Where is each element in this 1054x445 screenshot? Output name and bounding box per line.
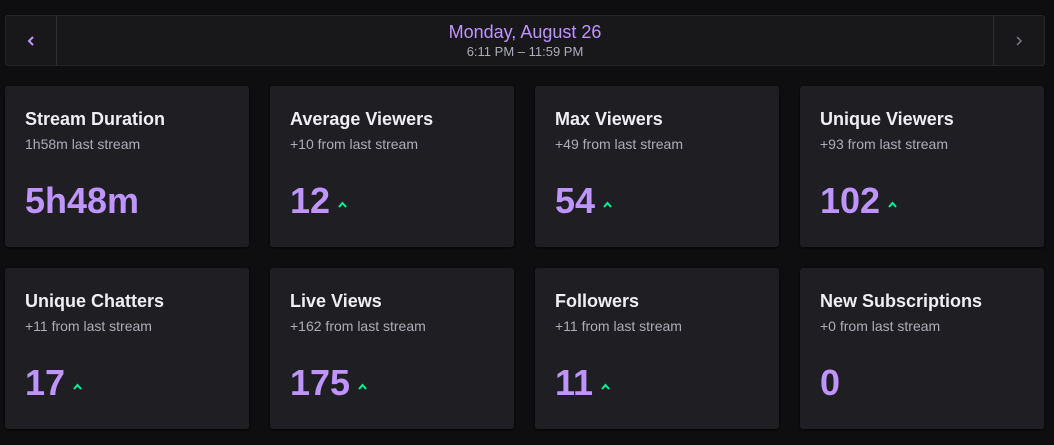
card-title: Max Viewers [555, 109, 663, 129]
date-title: Monday, August 26 [448, 22, 602, 42]
up-arrow [603, 200, 612, 208]
stats-grid: Stream Duration 1h58m last stream 5h48m … [5, 86, 1044, 429]
previous-button[interactable] [6, 16, 57, 65]
card-title: Followers [555, 291, 640, 311]
chevron-right [1016, 35, 1023, 46]
card-value: 175 [290, 362, 351, 403]
card-value: 12 [290, 180, 331, 221]
up-arrow [358, 382, 367, 390]
card-value: 11 [555, 362, 594, 403]
time-range: 6:11 PM – 11:59 PM [466, 44, 584, 59]
card-subtitle: +93 from last stream [820, 136, 948, 152]
chevron-left [27, 35, 34, 46]
card-subtitle: +0 from last stream [820, 318, 941, 334]
card-value-row: 54 [555, 179, 759, 223]
card-subtitle: +11 from last stream [555, 318, 682, 334]
card-value-row: 175 [290, 361, 494, 405]
card-value-row: 102 [820, 179, 1024, 223]
card-subtitle: +11 from last stream [25, 318, 152, 334]
up-arrow [601, 382, 610, 390]
next-button[interactable] [993, 16, 1044, 65]
card-value: 102 [820, 180, 881, 221]
card-subtitle: +162 from last stream [290, 318, 426, 334]
stat-card: Stream Duration 1h58m last stream 5h48m [5, 86, 249, 247]
card-subtitle: +49 from last stream [555, 136, 683, 152]
up-arrow [338, 200, 347, 208]
card-title: Average Viewers [290, 109, 434, 129]
stat-card: Followers +11 from last stream 11 [535, 268, 779, 429]
stat-card: New Subscriptions +0 from last stream 0 [800, 268, 1044, 429]
card-subtitle: 1h58m last stream [25, 136, 141, 152]
card-value: 5h48m [25, 180, 140, 221]
card-value: 54 [555, 180, 596, 221]
card-value: 0 [820, 362, 841, 403]
card-title: New Subscriptions [820, 291, 983, 311]
card-title: Unique Viewers [820, 109, 954, 129]
stat-card: Unique Viewers +93 from last stream 102 [800, 86, 1044, 247]
card-value-row: 0 [820, 361, 1024, 405]
stat-card: Average Viewers +10 from last stream 12 [270, 86, 514, 247]
card-value-row: 11 [555, 361, 759, 405]
stat-card: Unique Chatters +11 from last stream 17 [5, 268, 249, 429]
card-title: Unique Chatters [25, 291, 165, 311]
card-title: Stream Duration [25, 109, 166, 129]
stat-card: Live Views +162 from last stream 175 [270, 268, 514, 429]
card-title: Live Views [290, 291, 382, 311]
stat-card: Max Viewers +49 from last stream 54 [535, 86, 779, 247]
up-arrow [888, 200, 897, 208]
date-header: Monday, August 26 6:11 PM – 11:59 PM [5, 15, 1045, 66]
card-value-row: 5h48m [25, 179, 229, 223]
card-value: 17 [25, 362, 66, 403]
up-arrow [73, 382, 82, 390]
card-value-row: 12 [290, 179, 494, 223]
card-value-row: 17 [25, 361, 229, 405]
card-subtitle: +10 from last stream [290, 136, 418, 152]
